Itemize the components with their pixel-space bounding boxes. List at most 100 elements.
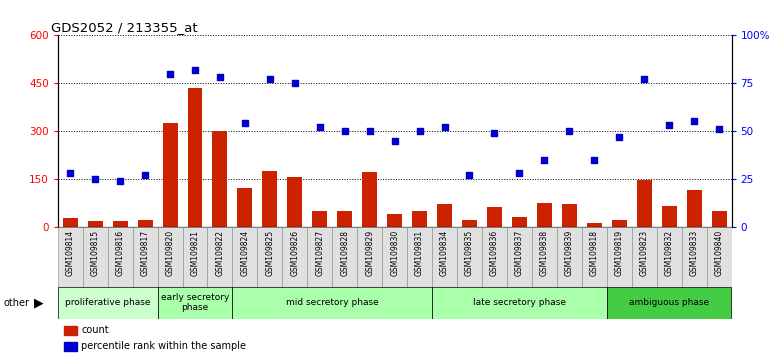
Bar xyxy=(637,181,651,227)
Bar xyxy=(387,214,402,227)
Text: GSM109814: GSM109814 xyxy=(65,230,75,276)
Bar xyxy=(332,227,357,290)
Point xyxy=(64,170,76,176)
Bar xyxy=(607,287,731,319)
Bar xyxy=(287,177,303,227)
Bar xyxy=(213,131,227,227)
Point xyxy=(114,178,126,183)
Text: percentile rank within the sample: percentile rank within the sample xyxy=(82,341,246,352)
Text: GSM109829: GSM109829 xyxy=(365,230,374,276)
Point xyxy=(613,134,625,139)
Point xyxy=(313,124,326,130)
Point xyxy=(413,128,426,134)
Text: ambiguous phase: ambiguous phase xyxy=(629,298,709,307)
Point xyxy=(289,80,301,86)
Point xyxy=(89,176,102,182)
Bar xyxy=(512,217,527,227)
Text: GSM109824: GSM109824 xyxy=(240,230,249,276)
Bar xyxy=(207,227,233,290)
Text: GSM109819: GSM109819 xyxy=(614,230,624,276)
Point xyxy=(663,122,675,128)
Bar xyxy=(138,219,152,227)
Bar xyxy=(382,227,407,290)
Bar xyxy=(357,227,382,290)
Text: late secretory phase: late secretory phase xyxy=(473,298,566,307)
Text: early secretory
phase: early secretory phase xyxy=(161,293,229,312)
Bar xyxy=(237,188,253,227)
Bar xyxy=(587,223,601,227)
Bar xyxy=(112,221,128,227)
Bar xyxy=(108,227,132,290)
Bar xyxy=(65,342,76,351)
Bar xyxy=(482,227,507,290)
Text: GSM109826: GSM109826 xyxy=(290,230,300,276)
Text: GSM109827: GSM109827 xyxy=(315,230,324,276)
Bar xyxy=(631,227,657,290)
Bar xyxy=(607,227,631,290)
Bar xyxy=(132,227,158,290)
Bar xyxy=(263,171,277,227)
Bar xyxy=(711,211,727,227)
Bar xyxy=(611,220,627,227)
Bar xyxy=(362,172,377,227)
Text: GSM109840: GSM109840 xyxy=(715,230,724,276)
Point xyxy=(638,76,651,82)
Bar xyxy=(537,202,552,227)
Bar xyxy=(65,326,76,335)
Bar xyxy=(507,227,532,290)
Bar xyxy=(707,227,732,290)
Text: GDS2052 / 213355_at: GDS2052 / 213355_at xyxy=(51,21,198,34)
Point xyxy=(263,76,276,82)
Text: GSM109821: GSM109821 xyxy=(190,230,199,276)
Text: GSM109825: GSM109825 xyxy=(266,230,274,276)
Text: GSM109838: GSM109838 xyxy=(540,230,549,276)
Point xyxy=(189,67,201,73)
Point xyxy=(563,128,575,134)
Bar xyxy=(158,227,182,290)
Point xyxy=(688,119,700,124)
Point xyxy=(464,172,476,178)
Bar xyxy=(687,190,701,227)
Point xyxy=(538,157,551,162)
Text: GSM109830: GSM109830 xyxy=(390,230,399,276)
Bar xyxy=(182,227,207,290)
Bar xyxy=(233,287,432,319)
Bar xyxy=(437,204,452,227)
Bar xyxy=(681,227,707,290)
Bar xyxy=(432,227,457,290)
Bar xyxy=(562,204,577,227)
Bar xyxy=(657,227,681,290)
Bar xyxy=(82,227,108,290)
Bar xyxy=(233,227,257,290)
Point xyxy=(214,75,226,80)
Point xyxy=(488,130,500,136)
Text: GSM109839: GSM109839 xyxy=(565,230,574,276)
Point xyxy=(438,124,450,130)
Bar xyxy=(487,207,502,227)
Point xyxy=(514,170,526,176)
Text: GSM109817: GSM109817 xyxy=(141,230,149,276)
Bar xyxy=(62,218,78,227)
Point xyxy=(139,172,151,178)
Point xyxy=(339,128,351,134)
Text: mid secretory phase: mid secretory phase xyxy=(286,298,379,307)
Bar xyxy=(457,227,482,290)
Bar xyxy=(188,88,203,227)
Bar xyxy=(557,227,582,290)
Text: GSM109835: GSM109835 xyxy=(465,230,474,276)
Bar xyxy=(462,220,477,227)
Bar xyxy=(257,227,283,290)
Text: GSM109831: GSM109831 xyxy=(415,230,424,276)
Text: ▶: ▶ xyxy=(34,296,43,309)
Text: GSM109834: GSM109834 xyxy=(440,230,449,276)
Bar xyxy=(337,211,352,227)
Point xyxy=(588,157,601,162)
Bar xyxy=(412,211,427,227)
Text: GSM109828: GSM109828 xyxy=(340,230,350,276)
Bar xyxy=(162,123,178,227)
Text: GSM109816: GSM109816 xyxy=(116,230,125,276)
Point xyxy=(164,71,176,76)
Text: GSM109818: GSM109818 xyxy=(590,230,599,276)
Bar xyxy=(58,227,82,290)
Bar xyxy=(661,206,677,227)
